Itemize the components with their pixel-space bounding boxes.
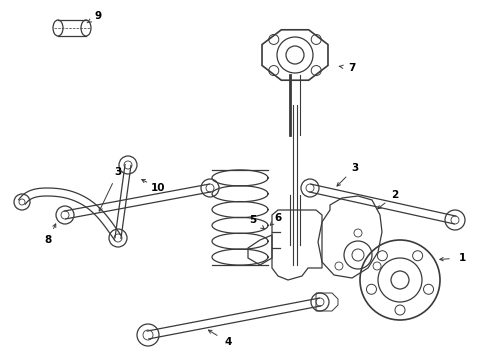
Text: 2: 2 xyxy=(392,190,399,200)
Text: 8: 8 xyxy=(45,235,51,245)
Text: 3: 3 xyxy=(114,167,122,177)
Text: 1: 1 xyxy=(458,253,466,263)
Text: 9: 9 xyxy=(95,11,101,21)
Text: 5: 5 xyxy=(249,215,257,225)
Text: 3: 3 xyxy=(351,163,359,173)
Text: 7: 7 xyxy=(348,63,356,73)
Text: 6: 6 xyxy=(274,213,282,223)
Text: 4: 4 xyxy=(224,337,232,347)
Text: 10: 10 xyxy=(151,183,165,193)
